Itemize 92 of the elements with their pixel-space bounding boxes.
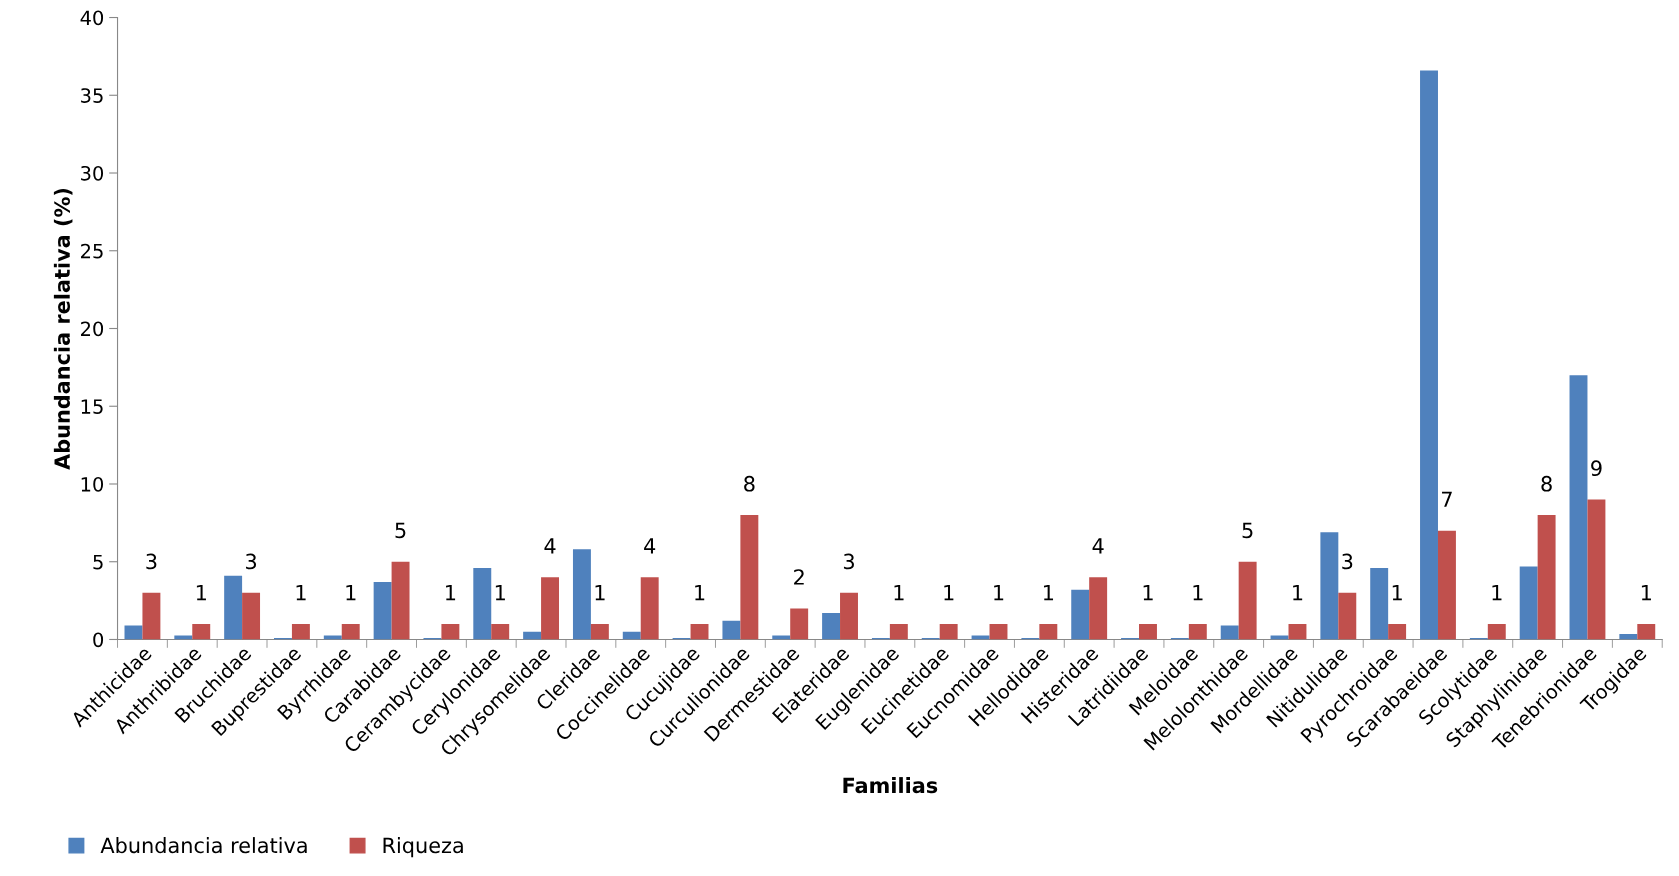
y-tick-label: 15 (81, 399, 103, 414)
data-label: 1 (296, 584, 306, 601)
bar (1220, 625, 1239, 640)
bar (790, 608, 809, 640)
data-label: 1 (994, 584, 1004, 601)
bar (1537, 515, 1556, 640)
data-label: 1 (1392, 584, 1402, 601)
bar (473, 567, 492, 640)
y-tick-label: 40 (80, 10, 104, 26)
y-tick-label: 10 (81, 476, 104, 492)
bar (1071, 589, 1090, 640)
data-label: 1 (446, 584, 456, 601)
bar (291, 623, 310, 640)
y-tick-label: 20 (81, 321, 104, 337)
data-label: 9 (1591, 460, 1602, 477)
y-tick-label: 35 (81, 88, 103, 103)
bar (1487, 623, 1506, 640)
data-label: 1 (346, 584, 356, 601)
bar (1619, 634, 1638, 640)
bar (1238, 561, 1257, 640)
bar (523, 631, 542, 640)
data-label: 1 (894, 584, 904, 601)
bar (1437, 530, 1456, 640)
bar (441, 623, 460, 640)
bar (142, 592, 161, 640)
bar (989, 623, 1008, 640)
bar (1569, 375, 1588, 640)
bar (1637, 623, 1656, 640)
data-label: 3 (1342, 553, 1353, 570)
bar (740, 515, 759, 640)
bar (1139, 623, 1157, 640)
bar (822, 613, 841, 640)
y-tick-label: 0 (93, 632, 104, 648)
bar (192, 623, 211, 640)
bar (1587, 499, 1606, 640)
data-label: 5 (395, 522, 406, 539)
bar (242, 592, 261, 640)
bar (1188, 623, 1207, 640)
data-label: 1 (695, 584, 705, 601)
bar (1519, 566, 1538, 640)
data-label: 4 (544, 538, 556, 554)
data-label: 1 (495, 584, 505, 601)
bar (1320, 532, 1339, 640)
bar (572, 549, 591, 640)
bar (491, 623, 510, 640)
bar (939, 623, 958, 640)
data-label: 3 (843, 553, 854, 570)
data-label: 5 (1242, 522, 1253, 539)
data-label: 8 (744, 475, 755, 492)
data-label: 1 (1293, 584, 1303, 601)
bar (341, 623, 360, 640)
data-label: 1 (1193, 584, 1203, 601)
legend-label: Riqueza (383, 837, 463, 858)
bar (1288, 623, 1307, 640)
bar (224, 575, 243, 640)
bar (1388, 623, 1407, 640)
bar (622, 631, 641, 640)
data-label: 8 (1541, 475, 1552, 492)
data-label: 1 (196, 584, 206, 601)
bar (1089, 577, 1108, 640)
data-label: 1 (1641, 584, 1651, 601)
data-label: 1 (595, 584, 605, 601)
data-label: 3 (246, 553, 257, 570)
bar (1039, 623, 1058, 640)
data-label: 1 (1492, 584, 1502, 601)
data-label: 1 (1143, 584, 1153, 601)
x-axis-title: Familias (843, 777, 938, 794)
bar (889, 623, 908, 640)
y-axis-title: Abundancia relativa (%) (53, 188, 73, 470)
bar (541, 577, 560, 640)
bar (590, 623, 609, 640)
y-tick-label: 25 (81, 243, 103, 259)
data-label: 3 (146, 553, 157, 570)
legend-label: Abundancia relativa (100, 837, 307, 854)
bar (124, 625, 143, 640)
bar (1420, 70, 1438, 640)
bar (722, 620, 741, 640)
bar (690, 623, 709, 640)
data-label: 4 (1092, 538, 1104, 554)
bar (373, 581, 392, 640)
bar (1370, 567, 1389, 640)
data-label: 1 (1043, 584, 1054, 601)
data-label: 7 (1442, 491, 1452, 507)
bar (1338, 592, 1357, 640)
data-label: 4 (644, 538, 656, 554)
y-tick-label: 5 (93, 554, 103, 570)
data-label: 1 (944, 584, 954, 601)
bar (840, 592, 858, 640)
data-label: 2 (794, 569, 804, 585)
y-tick-label: 30 (81, 165, 104, 181)
bar (391, 561, 410, 640)
bar (640, 577, 659, 640)
